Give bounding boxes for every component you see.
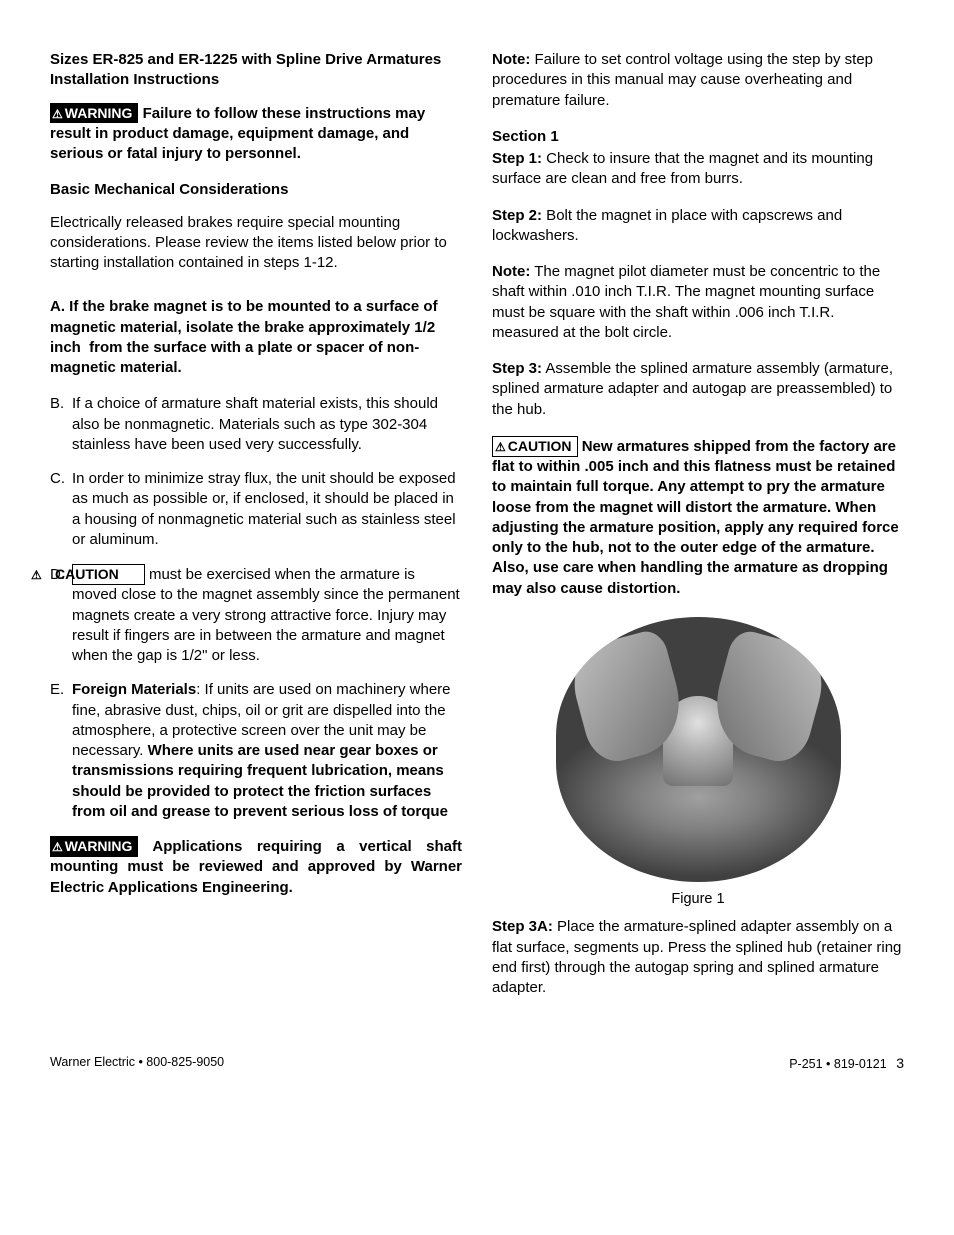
figure-hand-right [704,627,831,768]
step-1-text: Check to insure that the magnet and its … [492,150,873,187]
basic-heading: Basic Mechanical Considerations [50,180,462,200]
caution-triangle-icon-2: ⚠ [495,439,506,455]
step-3a: Step 3A: Place the armature-splined adap… [492,917,904,998]
caution-block: ⚠CAUTION New armatures shipped from the … [492,436,904,599]
warning-label-2: WARNING [65,838,133,854]
step-3: Step 3: Assemble the splined armature as… [492,359,904,420]
note-1: Note: Failure to set control voltage usi… [492,50,904,111]
warning-block-1: ⚠WARNING Failure to follow these instruc… [50,103,462,165]
caution-badge-inline: ⚠CAUTION [72,564,145,585]
step-1-label: Step 1: [492,150,542,167]
footer-right: P-251 • 819-0121 3 [789,1054,904,1073]
note-1-label: Note: [492,51,530,68]
item-c: C.In order to minimize stray flux, the u… [50,469,462,550]
figure-1-image [556,617,841,882]
caution-badge: ⚠CAUTION [492,436,578,457]
step-2-label: Step 2: [492,207,542,224]
section-heading: Section 1 [492,127,904,147]
item-c-marker: C. [50,469,72,489]
item-b-text: If a choice of armature shaft material e… [72,395,438,453]
step-3a-text: Place the armature-splined adapter assem… [492,918,901,996]
figure-1: Figure 1 [492,617,904,910]
item-e-lead: Foreign Materials [72,681,196,698]
step-3-text: Assemble the splined armature assembly (… [492,360,893,418]
caution-label-2: CAUTION [508,438,572,454]
main-title: Sizes ER-825 and ER-1225 with Spline Dri… [50,50,462,91]
warning-badge-2: ⚠WARNING [50,836,138,857]
note-2: Note: The magnet pilot diameter must be … [492,262,904,343]
step-2: Step 2: Bolt the magnet in place with ca… [492,206,904,247]
item-b: B.If a choice of armature shaft material… [50,394,462,455]
item-a: A. If the brake magnet is to be mounted … [50,297,462,378]
page-footer: Warner Electric • 800-825-9050 P-251 • 8… [50,1054,904,1073]
item-d: D.⚠CAUTION must be exercised when the ar… [50,564,462,666]
step-2-text: Bolt the magnet in place with capscrews … [492,207,842,244]
warning-badge: ⚠WARNING [50,103,138,124]
item-b-marker: B. [50,394,72,414]
content-columns: Sizes ER-825 and ER-1225 with Spline Dri… [50,50,904,1014]
left-column: Sizes ER-825 and ER-1225 with Spline Dri… [50,50,462,1014]
caution-label: CAUTION [55,566,119,582]
warning-triangle-icon: ⚠ [52,106,63,122]
footer-left: Warner Electric • 800-825-9050 [50,1054,224,1073]
step-1: Step 1: Check to insure that the magnet … [492,149,904,190]
figure-1-caption: Figure 1 [492,890,904,910]
caution-text: New armatures shipped from the factory a… [492,438,899,597]
item-e: E.Foreign Materials: If units are used o… [50,680,462,822]
warning-triangle-icon-2: ⚠ [52,839,63,855]
warning-block-2: ⚠WARNING Applications requiring a vertic… [50,836,462,898]
footer-doc-id: P-251 • 819-0121 [789,1057,887,1071]
right-column: Note: Failure to set control voltage usi… [492,50,904,1014]
basic-para: Electrically released brakes require spe… [50,213,462,274]
item-c-text: In order to minimize stray flux, the uni… [72,470,456,548]
item-e-marker: E. [50,680,72,700]
note-1-text: Failure to set control voltage using the… [492,51,873,109]
footer-page-number: 3 [896,1055,904,1071]
note-2-text: The magnet pilot diameter must be concen… [492,263,880,341]
warning-label: WARNING [65,105,133,121]
note-2-label: Note: [492,263,530,280]
step-3a-label: Step 3A: [492,918,553,935]
step-3-label: Step 3: [492,360,542,377]
